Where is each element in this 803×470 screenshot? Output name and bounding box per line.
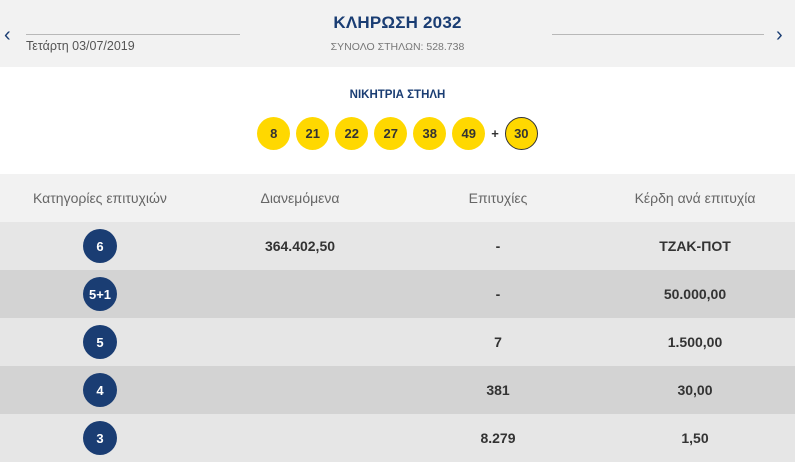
plus-sign: + (491, 125, 499, 141)
winners-count: 381 (486, 382, 510, 398)
table-row: 3 8.279 1,50 (0, 414, 795, 462)
winning-numbers: 8 21 22 27 38 49 + 30 (0, 116, 795, 150)
prize-per-winner: 1.500,00 (667, 334, 723, 350)
prize-per-winner: ΤΖΑΚ-ΠΟΤ (659, 238, 731, 254)
chevron-right-icon[interactable]: › (776, 24, 783, 46)
winning-number-ball: 49 (452, 116, 486, 150)
draw-title: ΚΛΗΡΩΣΗ 2032 (333, 13, 462, 32)
joker-number-ball: 30 (504, 116, 538, 150)
category-badge: 5+1 (83, 277, 117, 311)
winning-number-ball: 38 (413, 116, 447, 150)
winning-number-ball: 8 (257, 116, 291, 150)
table-header: Κατηγορίες επιτυχιών Διανεμόμενα Επιτυχί… (0, 174, 795, 222)
header-prize: Κέρδη ανά επιτυχία (634, 190, 756, 206)
winners-count: - (495, 286, 501, 302)
distributed-amount: 364.402,50 (264, 238, 336, 254)
table-row: 4 381 30,00 (0, 366, 795, 414)
winners-count: 7 (494, 334, 502, 350)
prize-per-winner: 30,00 (677, 382, 713, 398)
category-badge: 3 (83, 421, 117, 455)
prize-per-winner: 50.000,00 (663, 286, 727, 302)
header-category: Κατηγορίες επιτυχιών (33, 190, 167, 206)
header-winners: Επιτυχίες (468, 190, 528, 206)
columns-total: ΣΥΝΟΛΟ ΣΤΗΛΩΝ: 528.738 (330, 41, 465, 53)
divider-right (552, 34, 764, 35)
winning-number-ball: 21 (296, 116, 330, 150)
category-badge: 4 (83, 373, 117, 407)
chevron-left-icon[interactable]: ‹ (4, 24, 11, 46)
winning-column-label: ΝΙΚΗΤΡΙΑ ΣΤΗΛΗ (349, 89, 446, 101)
table-row: 5+1 - 50.000,00 (0, 270, 795, 318)
winners-count: 8.279 (480, 430, 516, 446)
category-badge: 5 (83, 325, 117, 359)
prize-table: Κατηγορίες επιτυχιών Διανεμόμενα Επιτυχί… (0, 174, 795, 462)
prize-per-winner: 1,50 (681, 430, 709, 446)
table-row: 5 7 1.500,00 (0, 318, 795, 366)
winning-number-ball: 27 (374, 116, 408, 150)
winning-number-ball: 22 (335, 116, 369, 150)
table-row: 6 364.402,50 - ΤΖΑΚ-ΠΟΤ (0, 222, 795, 270)
divider-left (26, 34, 240, 35)
draw-date: Τετάρτη 03/07/2019 (26, 39, 135, 53)
draw-header: ‹ Τετάρτη 03/07/2019 ΚΛΗΡΩΣΗ 2032 ΣΥΝΟΛΟ… (0, 0, 795, 67)
header-distributed: Διανεμόμενα (260, 190, 340, 206)
category-badge: 6 (83, 229, 117, 263)
winners-count: - (495, 238, 501, 254)
